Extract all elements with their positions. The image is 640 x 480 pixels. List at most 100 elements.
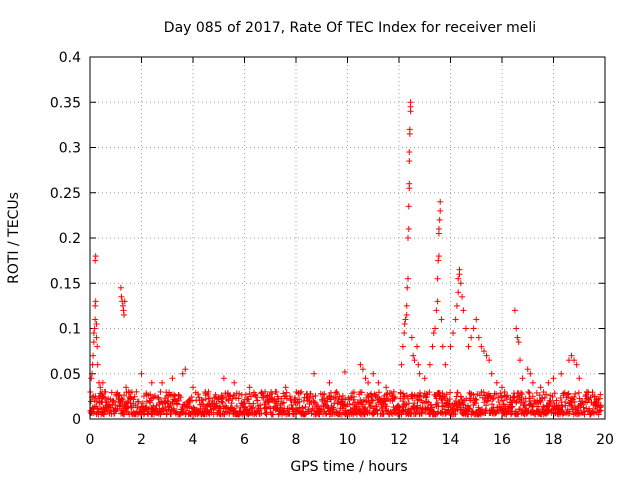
data-point xyxy=(127,395,134,402)
data-point xyxy=(426,361,433,368)
data-point xyxy=(117,284,124,291)
data-point xyxy=(402,316,409,323)
data-point xyxy=(495,394,502,401)
data-point xyxy=(92,393,99,400)
data-point xyxy=(248,393,255,400)
data-point xyxy=(405,235,412,241)
data-point xyxy=(339,405,346,412)
data-point xyxy=(416,393,423,400)
data-point xyxy=(411,357,418,364)
data-point xyxy=(493,391,500,398)
data-point xyxy=(416,370,423,377)
data-point xyxy=(437,198,444,205)
data-point xyxy=(280,399,287,406)
data-point xyxy=(306,395,313,402)
data-point xyxy=(508,404,515,411)
data-point xyxy=(118,395,125,402)
y-tick-label: 0.2 xyxy=(59,231,81,247)
x-tick-label: 4 xyxy=(189,432,198,448)
data-point xyxy=(456,266,463,273)
data-point xyxy=(421,375,428,382)
data-point xyxy=(475,404,482,411)
data-point xyxy=(120,311,127,318)
data-point xyxy=(434,399,441,406)
data-point xyxy=(282,384,289,391)
data-point xyxy=(275,398,282,405)
data-point xyxy=(190,384,196,391)
data-point xyxy=(155,394,162,401)
data-point xyxy=(435,257,442,264)
data-point xyxy=(130,396,137,403)
data-point xyxy=(439,343,446,350)
data-point xyxy=(263,411,270,418)
x-tick-label: 16 xyxy=(493,432,511,448)
data-point xyxy=(373,406,380,413)
data-point xyxy=(470,325,477,332)
data-point xyxy=(443,391,450,398)
data-point xyxy=(515,339,522,346)
data-point xyxy=(124,399,131,406)
data-point xyxy=(260,394,267,401)
data-point xyxy=(415,361,422,368)
data-point xyxy=(468,334,475,341)
data-point xyxy=(175,397,182,404)
data-point xyxy=(518,394,525,401)
data-point xyxy=(87,398,94,405)
data-point xyxy=(250,400,257,407)
data-point xyxy=(309,393,316,400)
data-point xyxy=(452,316,459,323)
data-point xyxy=(138,370,145,377)
data-point xyxy=(218,398,225,405)
data-point xyxy=(288,401,295,408)
data-point xyxy=(286,393,293,400)
data-point xyxy=(242,391,249,398)
data-point xyxy=(241,403,248,410)
data-point xyxy=(484,398,491,405)
data-point xyxy=(405,225,412,232)
x-tick-label: 12 xyxy=(390,432,408,448)
data-point xyxy=(119,396,126,403)
data-point xyxy=(465,405,472,412)
data-point xyxy=(139,400,146,407)
y-tick-label: 0 xyxy=(72,412,81,428)
data-point xyxy=(432,325,439,332)
data-point xyxy=(121,392,128,399)
data-point xyxy=(520,398,527,405)
y-axis-label: ROTI / TECUs xyxy=(6,192,22,284)
data-point xyxy=(435,225,442,232)
data-point xyxy=(219,393,226,400)
data-point xyxy=(402,401,409,408)
x-tick-label: 2 xyxy=(137,432,146,448)
data-point xyxy=(526,390,533,397)
data-point xyxy=(157,388,164,395)
data-point xyxy=(229,395,236,402)
data-point xyxy=(101,411,108,418)
data-point xyxy=(134,404,141,411)
x-tick-label: 6 xyxy=(240,432,249,448)
data-point xyxy=(495,398,502,405)
data-point xyxy=(176,392,183,399)
data-point xyxy=(390,394,397,401)
data-point xyxy=(457,393,464,400)
data-point xyxy=(246,390,253,397)
y-tick-label: 0.3 xyxy=(59,141,81,157)
data-point xyxy=(454,389,461,396)
data-point xyxy=(462,325,469,332)
data-point xyxy=(377,396,384,403)
data-point xyxy=(439,390,446,397)
data-point xyxy=(493,379,500,386)
data-point xyxy=(492,410,499,417)
data-point xyxy=(124,403,131,410)
data-point xyxy=(429,404,436,411)
data-point xyxy=(459,293,466,300)
data-point xyxy=(529,379,536,386)
data-point xyxy=(550,375,557,382)
data-point xyxy=(475,334,482,341)
data-point xyxy=(524,409,531,416)
data-point xyxy=(473,316,480,323)
data-point xyxy=(405,275,412,282)
data-point xyxy=(545,379,552,386)
chart-title: Day 085 of 2017, Rate Of TEC Index for r… xyxy=(164,20,536,36)
data-point xyxy=(460,307,467,314)
data-point xyxy=(291,411,298,418)
